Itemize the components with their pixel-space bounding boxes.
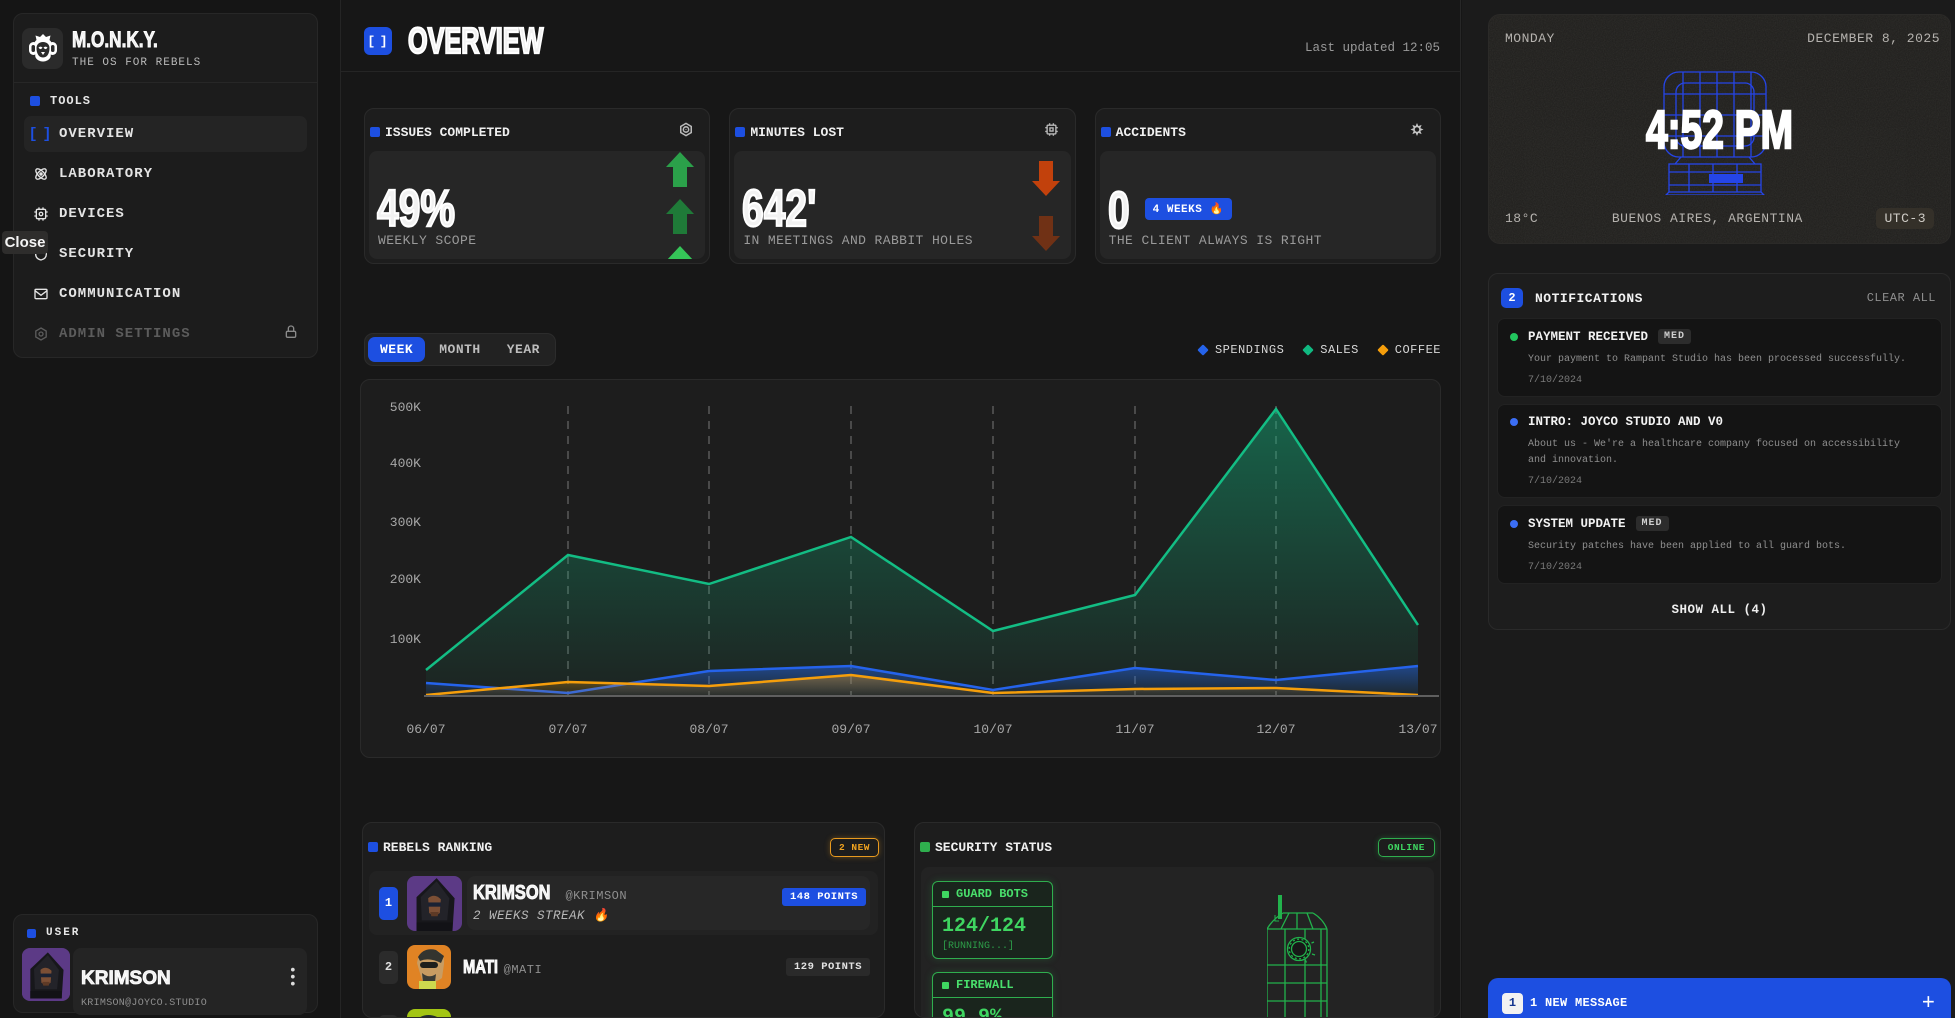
svg-text:10/07: 10/07 [973,722,1012,737]
svg-text:09/07: 09/07 [831,722,870,737]
svg-text:300K: 300K [390,515,421,530]
svg-text:07/07: 07/07 [548,722,587,737]
svg-text:200K: 200K [390,572,421,587]
svg-text:400K: 400K [390,456,421,471]
svg-text:500K: 500K [390,400,421,415]
svg-text:12/07: 12/07 [1256,722,1295,737]
svg-text:08/07: 08/07 [689,722,728,737]
svg-text:11/07: 11/07 [1115,722,1154,737]
svg-text:13/07: 13/07 [1398,722,1437,737]
svg-text:100K: 100K [390,632,421,647]
svg-text:06/07: 06/07 [406,722,445,737]
